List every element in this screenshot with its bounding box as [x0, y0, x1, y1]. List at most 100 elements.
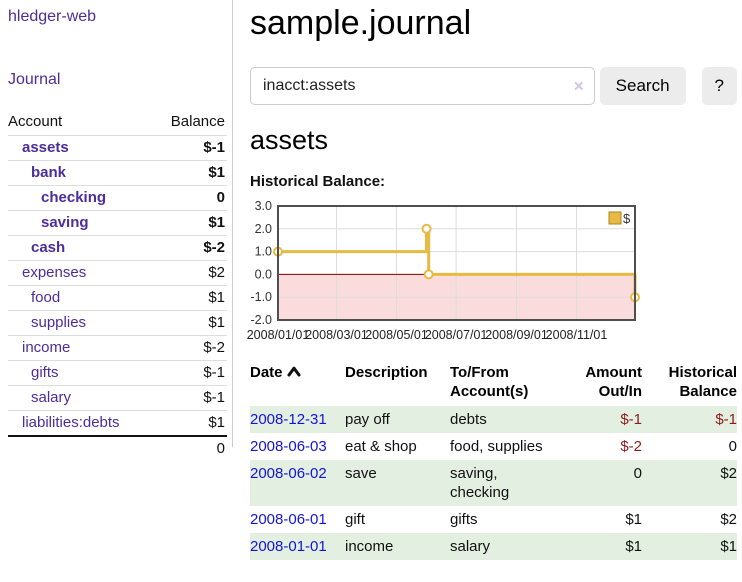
account-link-salary[interactable]: salary: [31, 389, 72, 406]
svg-text:2008/05/01: 2008/05/01: [365, 328, 428, 342]
svg-text:2008/07/01: 2008/07/01: [425, 328, 488, 342]
transaction-description: eat & shop: [345, 438, 417, 455]
sidebar: hledger-web Journal Account Balance asse…: [0, 0, 233, 461]
column-header-amount: Amount Out/In: [585, 364, 642, 400]
clear-search-icon[interactable]: ×: [573, 76, 584, 96]
app-title-link[interactable]: hledger-web: [8, 8, 97, 25]
transaction-row: 2008-06-03 eat & shop food, supplies $-2 0: [250, 433, 737, 460]
historical-balance-chart: $3.0 2.0 1.0 0.0 -1.0 -2.0 2008/01/01 2008/03/0…: [247, 199, 737, 346]
account-balance: $1: [153, 210, 227, 236]
account-row: income $-2: [8, 335, 227, 361]
accounts-total-row: 0: [8, 435, 227, 461]
account-link-assets[interactable]: assets: [22, 139, 69, 156]
account-row: cash $-2: [8, 235, 227, 261]
transaction-balance: $2: [720, 465, 737, 482]
transaction-balance: $2: [720, 511, 737, 528]
transaction-date-link[interactable]: 2008-06-03: [250, 438, 327, 455]
account-balance: $-1: [153, 360, 227, 386]
transactions-header-row: Date Description To/From Account(s) Amou…: [250, 361, 737, 406]
search-form: × Search ?: [250, 67, 737, 105]
account-balance: $1: [153, 285, 227, 311]
app-window: hledger-web Journal Account Balance asse…: [0, 0, 742, 560]
account-balance: $-1: [153, 385, 227, 411]
account-balance: 0: [153, 185, 227, 211]
account-balance: $-1: [153, 135, 227, 161]
accounts-header-balance: Balance: [153, 110, 227, 136]
account-balance: $1: [153, 310, 227, 336]
account-row: food $1: [8, 285, 227, 311]
account-row: gifts $-1: [8, 360, 227, 386]
account-row: assets $-1: [8, 135, 227, 161]
account-row: liabilities:debts $1: [8, 410, 227, 437]
sidebar-item-journal[interactable]: Journal: [8, 71, 61, 88]
transaction-accounts: salary: [450, 538, 491, 555]
svg-text:2008/11/01: 2008/11/01: [546, 328, 608, 342]
transaction-accounts: food, supplies: [450, 438, 543, 455]
account-row: checking 0: [8, 185, 227, 211]
transaction-date-link[interactable]: 2008-06-01: [250, 511, 327, 528]
account-link-food[interactable]: food: [31, 289, 61, 306]
transaction-description: pay off: [345, 411, 390, 428]
transaction-date-link[interactable]: 2008-12-31: [250, 411, 327, 428]
column-header-description: Description: [345, 364, 428, 381]
legend-swatch: [608, 211, 622, 225]
main-content: sample.journal × Search ? assets Histori…: [233, 0, 742, 560]
date-header-label: Date: [250, 364, 283, 381]
account-link-saving[interactable]: saving: [41, 214, 89, 231]
transactions-table: Date Description To/From Account(s) Amou…: [250, 361, 737, 560]
transaction-amount: 0: [633, 465, 642, 482]
svg-text:2.0: 2.0: [255, 222, 272, 236]
account-balance: $-2: [153, 235, 227, 261]
transaction-description: save: [345, 465, 377, 482]
account-balance: $1: [153, 160, 227, 186]
account-link-bank[interactable]: bank: [31, 164, 67, 181]
svg-text:3.0: 3.0: [255, 199, 272, 213]
account-link-liabilities-debts[interactable]: liabilities:debts: [22, 414, 120, 431]
svg-text:1.0: 1.0: [255, 245, 272, 259]
accounts-header-row: Account Balance: [8, 110, 227, 136]
transaction-row: 2008-06-02 save saving, checking 0 $2: [250, 460, 737, 506]
transaction-description: gift: [345, 511, 366, 528]
search-button[interactable]: Search: [599, 67, 686, 105]
svg-text:2008/09/01: 2008/09/01: [485, 328, 548, 342]
account-link-gifts[interactable]: gifts: [31, 364, 59, 381]
transaction-row: 2008-06-01 gift gifts $1 $2: [250, 506, 737, 533]
account-row: expenses $2: [8, 260, 227, 286]
accounts-table: Account Balance assets $-1 bank $1 checking 0…: [8, 110, 227, 461]
help-button[interactable]: ?: [701, 67, 737, 105]
transaction-accounts: debts: [450, 411, 487, 428]
transaction-balance: $-1: [715, 411, 737, 428]
account-balance: $-2: [153, 335, 227, 361]
transaction-amount: $1: [625, 511, 642, 528]
account-row: salary $-1: [8, 385, 227, 411]
account-balance: $2: [153, 260, 227, 286]
account-link-supplies[interactable]: supplies: [31, 314, 87, 331]
account-balance: $1: [153, 410, 227, 437]
search-input[interactable]: [250, 67, 595, 105]
account-row: saving $1: [8, 210, 227, 236]
svg-text:2008/03/01: 2008/03/01: [305, 328, 368, 342]
accounts-total-balance: 0: [153, 435, 227, 461]
transaction-date-link[interactable]: 2008-06-02: [250, 465, 327, 482]
transaction-amount: $-1: [620, 411, 642, 428]
svg-text:0.0: 0.0: [255, 267, 272, 281]
account-row: supplies $1: [8, 310, 227, 336]
account-link-checking[interactable]: checking: [41, 189, 107, 206]
chart-title: Historical Balance:: [250, 173, 386, 190]
search-box: ×: [250, 67, 595, 105]
transaction-accounts: saving, checking: [450, 465, 510, 501]
page-title: sample.journal: [250, 4, 472, 42]
svg-text:2008/01/01: 2008/01/01: [247, 328, 310, 342]
transaction-date-link[interactable]: 2008-01-01: [250, 538, 327, 555]
account-heading: assets: [250, 125, 329, 155]
transaction-balance: 0: [728, 438, 737, 455]
transaction-description: income: [345, 538, 394, 555]
account-row: bank $1: [8, 160, 227, 186]
account-link-cash[interactable]: cash: [31, 239, 66, 256]
account-link-expenses[interactable]: expenses: [22, 264, 87, 281]
column-header-balance: Historical Balance: [668, 364, 737, 400]
account-link-income[interactable]: income: [22, 339, 71, 356]
column-header-date[interactable]: Date: [250, 361, 345, 406]
transaction-accounts: gifts: [450, 511, 478, 528]
column-header-accounts: To/From Account(s): [450, 364, 529, 400]
